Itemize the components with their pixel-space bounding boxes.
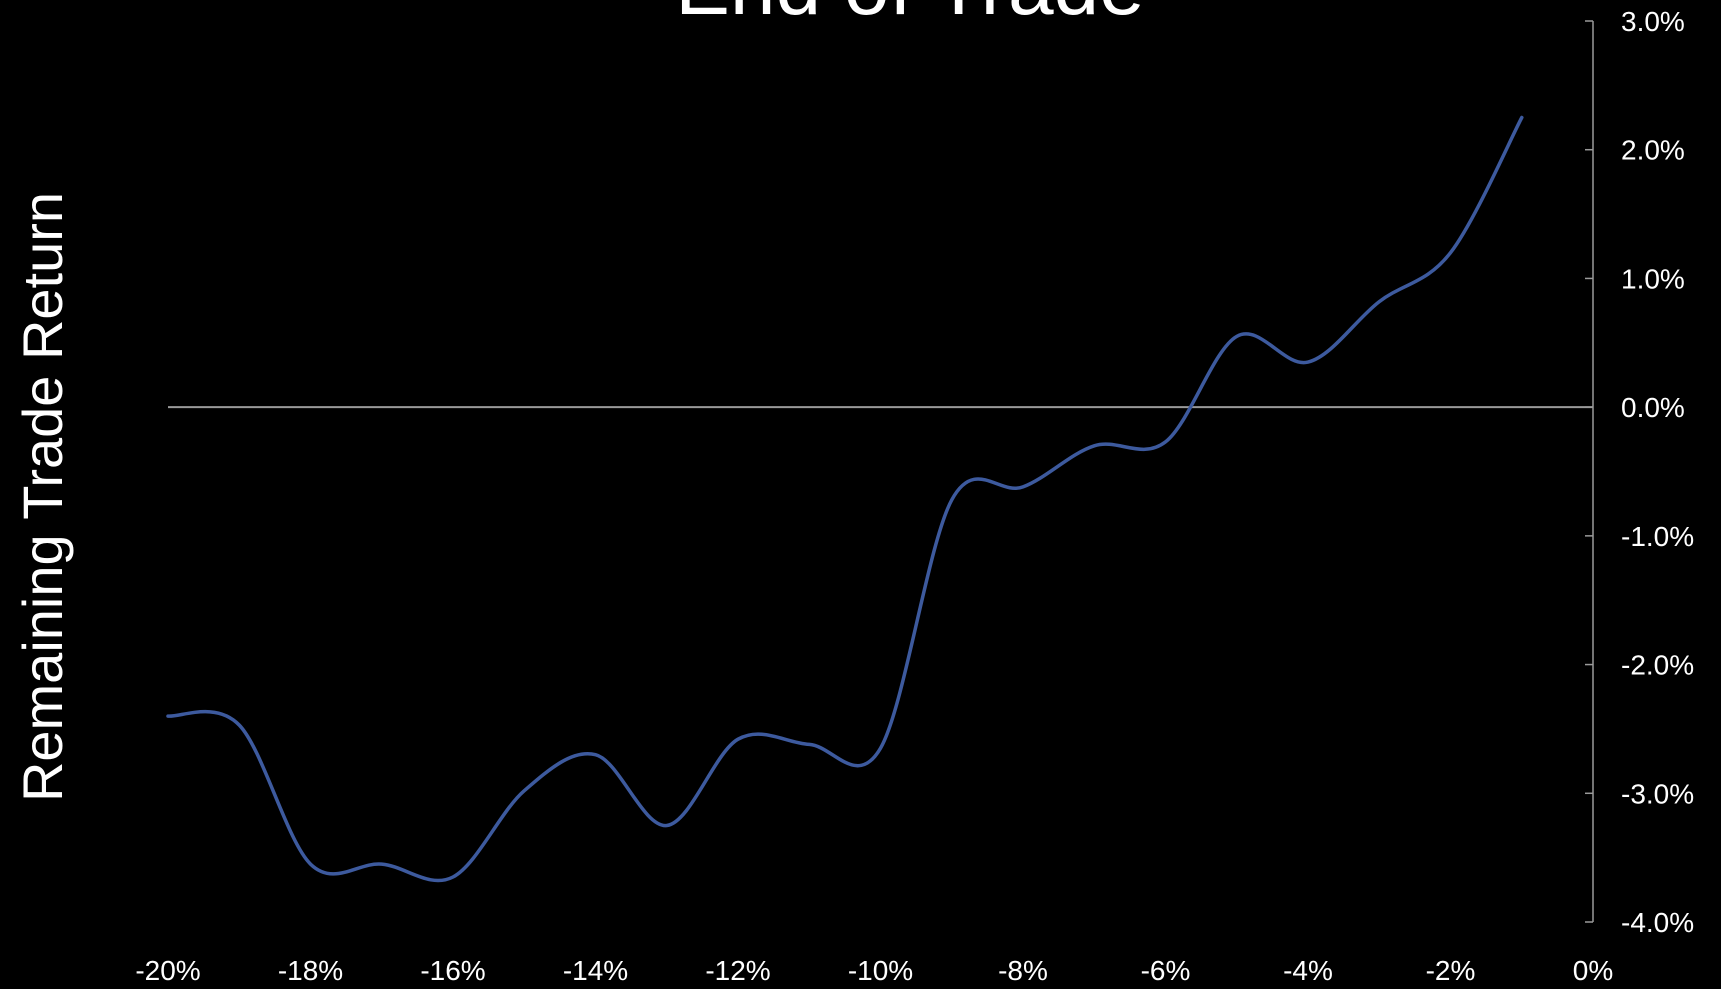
y-tick-label: -4.0% bbox=[1621, 907, 1694, 938]
x-tick-label: -10% bbox=[848, 955, 913, 986]
x-tick-label: -14% bbox=[563, 955, 628, 986]
y-axis-label: Remaining Trade Return bbox=[11, 192, 74, 802]
chart-title: End of Trade bbox=[675, 0, 1145, 32]
y-tick-label: -3.0% bbox=[1621, 778, 1694, 809]
y-tick-label: 2.0% bbox=[1621, 135, 1685, 166]
x-tick-label: -6% bbox=[1141, 955, 1191, 986]
x-tick-label: -2% bbox=[1426, 955, 1476, 986]
y-axis: 3.0% 2.0% 1.0% 0.0% -1.0% -2.0% -3.0% -4.0% bbox=[1585, 6, 1694, 938]
x-tick-label: -12% bbox=[705, 955, 770, 986]
y-tick-label: -1.0% bbox=[1621, 521, 1694, 552]
x-tick-label: -20% bbox=[135, 955, 200, 986]
y-tick-label: 1.0% bbox=[1621, 263, 1685, 294]
series-line bbox=[166, 115, 1524, 883]
x-tick-label: 0% bbox=[1573, 955, 1613, 986]
y-tick-label: -2.0% bbox=[1621, 650, 1694, 681]
x-axis: -20% -18% -16% -14% -12% -10% -8% -6% -4% -2% 0% bbox=[135, 955, 1613, 986]
series-group bbox=[166, 115, 1524, 883]
x-tick-label: -8% bbox=[998, 955, 1048, 986]
y-tick-label: 0.0% bbox=[1621, 392, 1685, 423]
x-tick-label: -18% bbox=[278, 955, 343, 986]
x-tick-label: -16% bbox=[420, 955, 485, 986]
x-tick-label: -4% bbox=[1283, 955, 1333, 986]
y-tick-label: 3.0% bbox=[1621, 6, 1685, 37]
